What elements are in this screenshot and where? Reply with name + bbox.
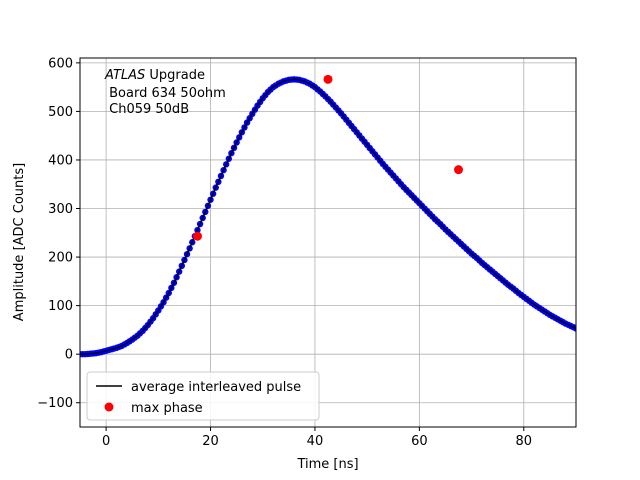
x-tick-label: 40 <box>307 434 324 449</box>
x-tick-label: 60 <box>411 434 428 449</box>
x-tick-label: 80 <box>516 434 533 449</box>
legend-entry-average: average interleaved pulse <box>131 380 301 395</box>
annotation-upgrade: Upgrade <box>145 68 205 83</box>
annotation-line-2: Board 634 50ohm <box>105 86 226 101</box>
y-axis-ticks: −100 0 100 200 300 400 500 600 <box>37 56 80 411</box>
y-tick-label: 200 <box>48 251 73 266</box>
average-pulse-line <box>80 78 576 355</box>
annotation-atlas: ATLAS <box>104 68 145 83</box>
max-phase-point <box>323 74 333 84</box>
x-tick-label: 20 <box>202 434 219 449</box>
x-tick-label: 0 <box>102 434 110 449</box>
y-tick-label: 400 <box>48 153 73 168</box>
x-axis-ticks: 0 20 40 60 80 <box>102 427 532 449</box>
atlas-annotation: ATLAS Upgrade Board 634 50ohm Ch059 50dB <box>104 68 226 117</box>
x-axis-label: Time [ns] <box>296 457 358 472</box>
y-tick-label: −100 <box>37 396 73 411</box>
max-phase-point <box>192 231 202 241</box>
legend-marker-swatch <box>104 402 114 412</box>
max-phase-markers <box>192 74 464 241</box>
y-tick-label: 0 <box>65 348 73 363</box>
plot-frame <box>79 57 577 428</box>
plot-area <box>80 58 576 427</box>
y-tick-label: 100 <box>48 299 73 314</box>
legend: average interleaved pulse max phase <box>86 371 320 421</box>
y-tick-label: 300 <box>48 202 73 217</box>
y-tick-label: 500 <box>48 105 73 120</box>
legend-box <box>86 371 320 421</box>
annotation-line-3: Ch059 50dB <box>105 102 189 117</box>
annotation-line-1: ATLAS Upgrade <box>104 68 205 83</box>
y-tick-label: 600 <box>48 56 73 71</box>
plot-content <box>80 74 576 358</box>
y-axis-label: Amplitude [ADC Counts] <box>12 163 27 321</box>
legend-entry-max-phase: max phase <box>131 401 203 416</box>
max-phase-point <box>454 165 464 175</box>
